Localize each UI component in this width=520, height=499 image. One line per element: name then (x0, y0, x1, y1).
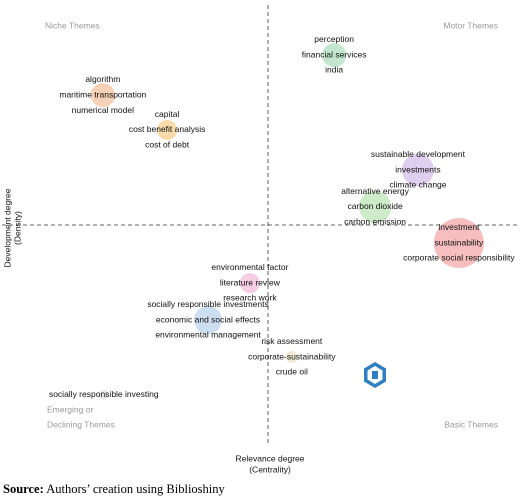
term-label: financial services (302, 49, 367, 59)
bubble (90, 83, 115, 108)
term-label: capital (155, 109, 180, 119)
term-label: research work (223, 293, 277, 303)
quadrant-label: Motor Themes (443, 20, 498, 30)
term-label: investments (395, 164, 440, 174)
source-prefix: Source: (3, 482, 44, 496)
term-label: sustainability (435, 237, 484, 247)
term-label: climate change (389, 180, 446, 190)
term-label: corporate-sustainability (248, 351, 336, 361)
x-axis-label: Relevance degree (236, 453, 305, 463)
y-axis-label: Development degree (2, 188, 12, 267)
term-label: environmental management (155, 330, 261, 340)
bubble (401, 154, 434, 186)
quadrant-label: Niche Themes (45, 20, 100, 30)
source-note: Source: Authors’ creation using Bibliosh… (3, 482, 226, 496)
quadrant-label: Basic Themes (444, 419, 498, 429)
term-label: algorithm (85, 74, 120, 84)
bubble (359, 190, 392, 223)
bubble (98, 389, 109, 400)
plot-area: perception financial services india algorit… (2, 5, 517, 445)
term-label: socially responsible investing (49, 389, 159, 399)
term-label: perception (314, 34, 354, 44)
bubble (157, 119, 178, 140)
logo (364, 362, 386, 388)
term-label: environmental factor (211, 262, 288, 272)
bubble (285, 351, 298, 363)
y-axis-label: (Density) (12, 211, 22, 245)
term-label: maritime transportation (59, 89, 146, 99)
x-axis-label: (Centrality) (249, 464, 291, 474)
bubble (322, 43, 347, 68)
term-label: sustainable development (371, 149, 466, 159)
term-label: risk assessment (261, 336, 323, 346)
term-label: socially responsible investments (147, 299, 268, 309)
term-label: numerical model (72, 105, 134, 115)
term-label: cost of debt (145, 140, 190, 150)
term-label: carbon dioxide (347, 201, 403, 211)
source-text: Authors’ creation using Biblioshiny (46, 482, 225, 496)
term-label: cost benefit analysis (129, 124, 206, 134)
quadrant-label: Emerging or (47, 404, 93, 414)
bubble (239, 273, 260, 294)
term-label: corporate social responsibility (403, 253, 515, 263)
term-label: crude oil (276, 367, 308, 377)
term-label: carbon emission (344, 217, 406, 227)
term-label: alternative energy (341, 186, 409, 196)
term-label: economic and social effects (156, 314, 260, 324)
term-label: india (325, 65, 343, 75)
term-label: literature review (220, 277, 281, 287)
quadrant-label: Declining Themes (47, 419, 115, 429)
term-label: investment (438, 222, 480, 232)
bubble (433, 218, 484, 269)
bubble (194, 306, 223, 335)
